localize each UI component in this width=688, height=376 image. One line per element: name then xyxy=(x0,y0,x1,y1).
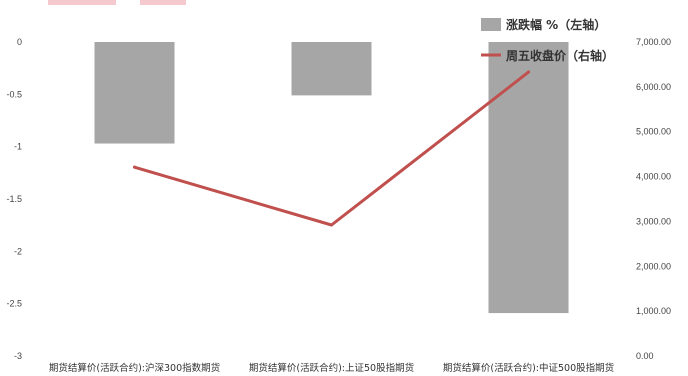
legend-swatch-bar xyxy=(481,18,501,31)
left-tick-label: -0.5 xyxy=(6,89,22,99)
legend: 涨跌幅 %（左轴） 周五收盘价（右轴） xyxy=(481,17,614,63)
legend-label-bar: 涨跌幅 %（左轴） xyxy=(506,17,606,32)
right-tick-label: 3,000.00 xyxy=(636,216,671,226)
right-tick-label: 2,000.00 xyxy=(636,261,671,271)
category-label: 期货结算价(活跃合约):上证50股指期货 xyxy=(249,362,414,374)
line-point xyxy=(133,166,136,169)
bar xyxy=(95,42,175,144)
left-tick-label: -2 xyxy=(14,246,22,256)
left-tick-label: -1 xyxy=(14,142,22,152)
left-axis: 0 -0.5 -1 -1.5 -2 -2.5 -3 xyxy=(6,37,22,361)
bar xyxy=(489,42,569,313)
category-axis: 期货结算价(活跃合约):沪深300指数期货 期货结算价(活跃合约):上证50股指期… xyxy=(49,362,614,374)
right-tick-label: 4,000.00 xyxy=(636,172,671,182)
category-label: 期货结算价(活跃合约):沪深300指数期货 xyxy=(49,362,220,374)
right-tick-label: 7,000.00 xyxy=(636,37,671,47)
line-point xyxy=(330,224,333,227)
right-tick-label: 5,000.00 xyxy=(636,127,671,137)
left-tick-label: -2.5 xyxy=(6,299,22,309)
category-label: 期货结算价(活跃合约):中证500股指期货 xyxy=(443,362,614,374)
left-tick-label: 0 xyxy=(17,37,22,47)
legend-label-line: 周五收盘价（右轴） xyxy=(506,48,614,63)
right-axis: 7,000.00 6,000.00 5,000.00 4,000.00 3,000.00… xyxy=(636,37,671,361)
line-point xyxy=(527,71,530,74)
right-tick-label: 1,000.00 xyxy=(636,306,671,316)
right-tick-label: 6,000.00 xyxy=(636,82,671,92)
bar xyxy=(292,42,372,95)
left-tick-label: -3 xyxy=(14,351,22,361)
left-tick-label: -1.5 xyxy=(6,194,22,204)
right-tick-label: 0.00 xyxy=(636,351,654,361)
